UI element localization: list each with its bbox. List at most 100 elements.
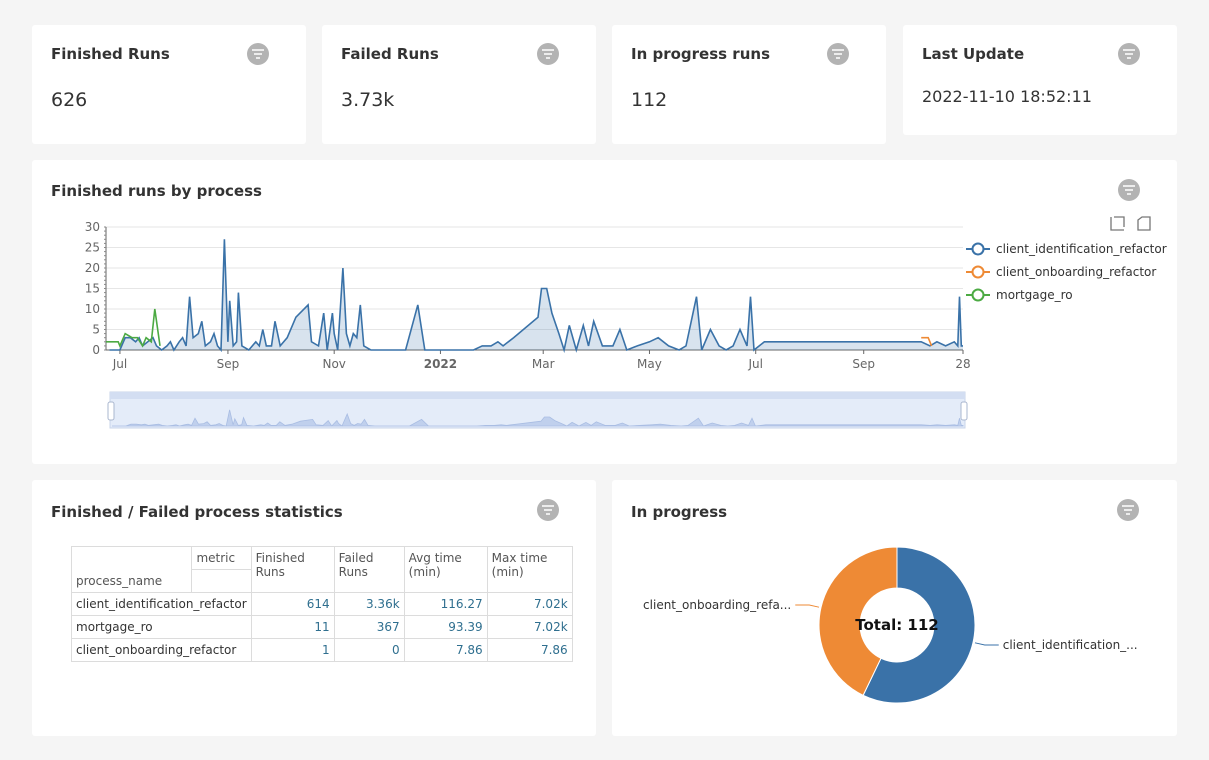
legend-label: client_identification_refactor bbox=[996, 242, 1167, 256]
donut-slice bbox=[862, 546, 976, 704]
slice-leader-line bbox=[795, 604, 820, 608]
x-tick-label: 2022 bbox=[424, 357, 457, 371]
card-title: In progress runs bbox=[631, 45, 770, 63]
cell-finished-runs: 11 bbox=[250, 614, 335, 639]
cell-failed-runs: 3.36k bbox=[333, 591, 405, 616]
column-header[interactable]: Max time (min) bbox=[486, 546, 573, 593]
x-tick-label: Jul bbox=[112, 357, 127, 371]
zoom-toolbox bbox=[1110, 216, 1151, 231]
x-tick-label: Nov bbox=[322, 357, 345, 371]
slice-leader-line bbox=[974, 642, 999, 646]
column-header-line: (min) bbox=[491, 565, 524, 579]
cell-avg-time: 116.27 bbox=[403, 591, 488, 616]
legend-label: mortgage_ro bbox=[996, 288, 1073, 302]
legend-swatch-marker bbox=[971, 265, 985, 279]
donut-total-label: Total: 112 bbox=[855, 616, 939, 634]
filter-icon[interactable] bbox=[1118, 43, 1140, 65]
table-header-row: metric Finished Runs Failed Runs Avg tim… bbox=[70, 546, 573, 593]
stat-value: 2022-11-10 18:52:11 bbox=[922, 87, 1092, 106]
table-corner-cell bbox=[191, 569, 252, 593]
cell-failed-runs: 367 bbox=[333, 614, 405, 639]
donut-slice bbox=[818, 546, 898, 696]
slider-handle-left[interactable] bbox=[107, 401, 115, 421]
data-zoom-icon[interactable] bbox=[1110, 216, 1125, 231]
table-row: client_onboarding_refactor 1 0 7.86 7.86 bbox=[71, 637, 573, 662]
x-tick-label: 28 bbox=[955, 357, 970, 371]
y-tick-label: 5 bbox=[92, 323, 100, 337]
stat-value: 112 bbox=[631, 89, 668, 111]
x-tick-label: Mar bbox=[532, 357, 555, 371]
y-tick-label: 10 bbox=[85, 302, 100, 316]
cell-max-time: 7.86 bbox=[486, 637, 573, 662]
x-tick-label: Sep bbox=[852, 357, 875, 371]
y-tick-label: 0 bbox=[92, 343, 100, 357]
slice-label: client_identification_... bbox=[1003, 638, 1138, 652]
series-line bbox=[921, 336, 933, 347]
y-tick-label: 15 bbox=[85, 282, 100, 296]
y-tick-label: 25 bbox=[85, 241, 100, 255]
process-statistics-panel: Finished / Failed process statistics met… bbox=[32, 480, 596, 736]
finished-runs-by-process-panel: Finished runs by process 0 5 10 15 20 25 30 Jul… bbox=[32, 160, 1177, 464]
filter-icon[interactable] bbox=[1118, 179, 1140, 201]
cell-finished-runs: 614 bbox=[250, 591, 335, 616]
last-update-card: Last Update 2022-11-10 18:52:11 bbox=[903, 25, 1177, 135]
stat-value: 626 bbox=[51, 89, 88, 111]
column-header-line: Avg time bbox=[408, 551, 462, 565]
legend-swatch-marker bbox=[971, 242, 985, 256]
failed-runs-card: Failed Runs 3.73k bbox=[322, 25, 596, 144]
series-line bbox=[106, 308, 161, 348]
column-header-line: Max time bbox=[491, 551, 548, 565]
y-tick-label: 20 bbox=[85, 261, 100, 275]
line-chart: 0 5 10 15 20 25 30 Jul Sep Nov 2022 Mar May Jul Sep 28 c… bbox=[85, 216, 1167, 429]
y-tick-label: 30 bbox=[85, 220, 100, 234]
cell-max-time: 7.02k bbox=[486, 591, 573, 616]
slice-label: client_onboarding_refa... bbox=[643, 598, 791, 612]
series-line bbox=[109, 239, 963, 354]
metric-label: metric bbox=[191, 546, 252, 570]
table-corner-cell bbox=[70, 546, 192, 570]
finished-runs-card: Finished Runs 626 bbox=[32, 25, 306, 144]
slider-handle-right[interactable] bbox=[960, 401, 968, 421]
column-header-line: Runs bbox=[255, 565, 285, 579]
x-tick-label: Jul bbox=[747, 357, 762, 371]
table-row: client_identification_refactor 614 3.36k… bbox=[71, 591, 573, 616]
legend-swatch-marker bbox=[971, 288, 985, 302]
row-process-name: client_identification_refactor bbox=[71, 591, 252, 616]
in-progress-panel: In progress client_identification_... cli… bbox=[612, 480, 1177, 736]
statistics-table: metric Finished Runs Failed Runs Avg tim… bbox=[70, 546, 573, 662]
filter-icon[interactable] bbox=[537, 43, 559, 65]
column-header-line: Failed bbox=[338, 551, 374, 565]
zoom-reset-icon[interactable] bbox=[1137, 216, 1151, 231]
column-header-line: Runs bbox=[338, 565, 368, 579]
filter-icon[interactable] bbox=[247, 43, 269, 65]
data-zoom-slider[interactable] bbox=[107, 391, 968, 429]
row-process-name: mortgage_ro bbox=[71, 614, 252, 639]
cell-finished-runs: 1 bbox=[250, 637, 335, 662]
filter-icon[interactable] bbox=[1117, 499, 1139, 521]
stat-value: 3.73k bbox=[341, 89, 395, 111]
cell-avg-time: 93.39 bbox=[403, 614, 488, 639]
card-title: Failed Runs bbox=[341, 45, 439, 63]
cell-avg-time: 7.86 bbox=[403, 637, 488, 662]
legend-label: client_onboarding_refactor bbox=[996, 265, 1156, 279]
slider-top-bar bbox=[110, 392, 965, 399]
column-header[interactable]: Failed Runs bbox=[333, 546, 405, 593]
in-progress-runs-card: In progress runs 112 bbox=[612, 25, 886, 144]
x-tick-label: Sep bbox=[217, 357, 240, 371]
column-header[interactable]: Avg time (min) bbox=[403, 546, 488, 593]
card-title: Last Update bbox=[922, 45, 1025, 63]
panel-title: Finished / Failed process statistics bbox=[51, 503, 343, 521]
table-row: mortgage_ro 11 367 93.39 7.02k bbox=[71, 614, 573, 639]
filter-icon[interactable] bbox=[827, 43, 849, 65]
panel-title: In progress bbox=[631, 503, 728, 521]
donut-chart: client_identification_... client_onboardi… bbox=[643, 546, 1138, 704]
card-title: Finished Runs bbox=[51, 45, 170, 63]
process-name-label: process_name bbox=[70, 569, 193, 593]
cell-failed-runs: 0 bbox=[333, 637, 405, 662]
column-header[interactable]: Finished Runs bbox=[250, 546, 335, 593]
panel-title: Finished runs by process bbox=[51, 182, 262, 200]
column-header-line: (min) bbox=[408, 565, 441, 579]
filter-icon[interactable] bbox=[537, 499, 559, 521]
x-tick-label: May bbox=[637, 357, 662, 371]
slider-preview bbox=[112, 409, 964, 427]
